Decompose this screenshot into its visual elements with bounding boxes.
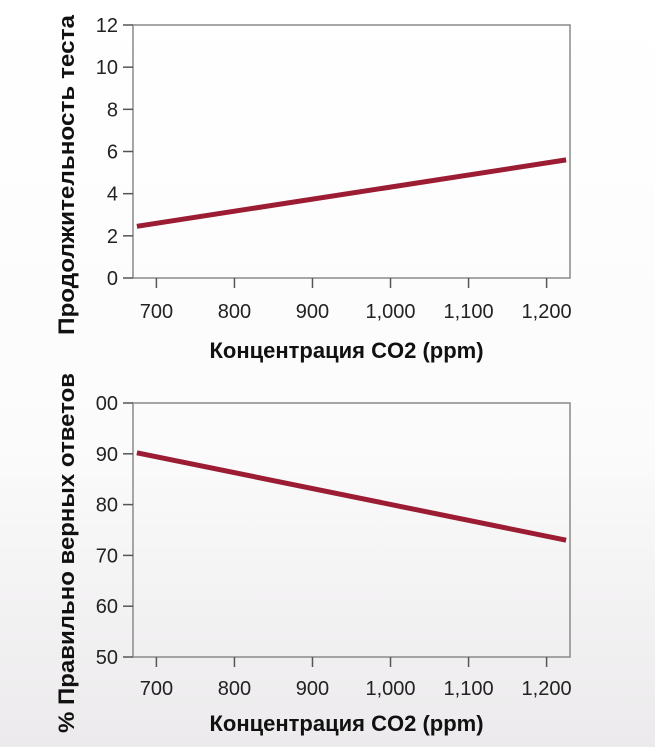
chart1-y-tick-label: 8: [107, 99, 118, 121]
chart1-y-tick-label: 10: [96, 57, 118, 79]
chart1-x-tick-label: 1,000: [365, 301, 415, 323]
chart1-y-axis-label: Продолжительность теста: [54, 14, 79, 335]
chart2-x-tick-label: 700: [140, 678, 173, 700]
chart2: 50 60 70 80 90 00 700 800 900 1,000 1,100 1,200 Конц…: [54, 373, 572, 736]
chart2-y-tick-label: 00: [96, 393, 118, 415]
chart1-y-tick-label: 6: [107, 142, 118, 164]
chart1-x-tick-label: 800: [218, 301, 251, 323]
chart2-plot-frame: [132, 402, 571, 658]
chart1-x-tick-label: 1,200: [522, 301, 572, 323]
chart2-x-tick-label: 1,100: [444, 678, 494, 700]
chart2-y-tick-label: 50: [96, 647, 118, 669]
chart1-x-axis-label: Концентрация CO2 (ppm): [209, 338, 483, 363]
chart2-series-line: [136, 450, 567, 543]
chart2-y-tick-label: 70: [96, 545, 118, 567]
chart2-y-axis-label: % Правильно верных ответов: [54, 373, 79, 733]
chart1: 0 2 4 6 8 10 12 700 800 900 1,000 1,100 1,200 Концент…: [54, 14, 572, 363]
chart1-y-tick-label: 0: [107, 268, 118, 290]
chart2-x-tick-label: 900: [296, 678, 329, 700]
chart2-x-tick-label: 1,000: [365, 678, 415, 700]
chart1-plot-frame: [132, 24, 571, 279]
chart1-x-tick-label: 1,100: [444, 301, 494, 323]
chart2-x-tick-label: 1,200: [522, 678, 572, 700]
chart1-x-tick-label: 900: [296, 301, 329, 323]
chart1-series-line: [136, 157, 567, 229]
chart2-y-tick-label: 60: [96, 596, 118, 618]
chart2-y-tick-label: 80: [96, 495, 118, 517]
chart1-x-tick-label: 700: [140, 301, 173, 323]
chart2-y-tick-label: 90: [96, 444, 118, 466]
chart1-y-tick-label: 4: [107, 184, 118, 206]
chart1-y-tick-label: 2: [107, 226, 118, 248]
chart1-y-tick-label: 12: [96, 15, 118, 37]
chart2-x-axis-label: Концентрация CO2 (ppm): [209, 711, 483, 736]
chart2-x-tick-label: 800: [218, 678, 251, 700]
